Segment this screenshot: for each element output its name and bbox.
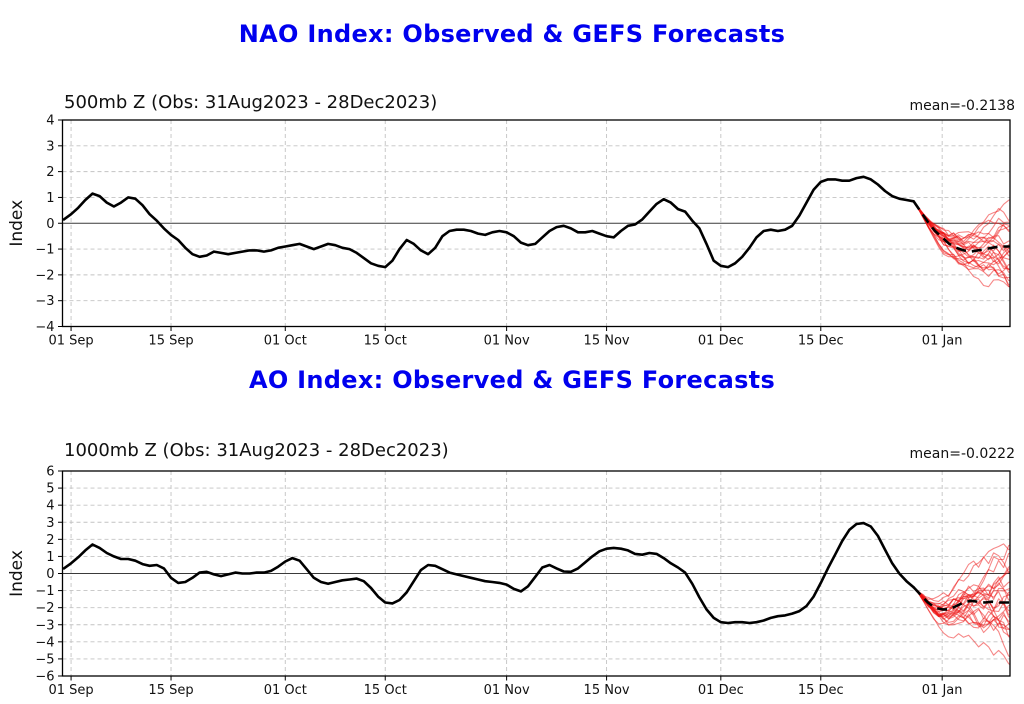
ensemble-mean-line (912, 200, 1010, 253)
x-tick-label: 01 Dec (698, 683, 744, 698)
x-tick-label: 01 Oct (264, 334, 307, 349)
chart-area-0: 01 Sep 15 Sep 01 Oct 15 Oct 01 Nov 15 Nov 01 D… (7, 114, 1011, 349)
y-tick-label: −4 (35, 320, 54, 335)
y-tick-label: 2 (46, 533, 54, 548)
x-tick-label: 15 Sep (148, 683, 193, 698)
ao-chart-title: AO Index: Observed & GEFS Forecasts (248, 366, 776, 394)
x-tick-label: 01 Oct (264, 683, 307, 698)
y-tick-label: −1 (35, 584, 54, 599)
y-tick-label: 0 (46, 567, 54, 582)
y-tick-label: −3 (35, 618, 54, 633)
chart-area-1: 01 Sep 15 Sep 01 Oct 15 Oct 01 Nov 15 Nov 01 D… (7, 465, 1011, 699)
y-tick-label: 4 (46, 499, 54, 514)
x-tick-label: 15 Oct (364, 334, 407, 349)
y-tick-label: 1 (46, 191, 54, 206)
x-tick-label: 01 Dec (698, 334, 744, 349)
x-tick-label: 15 Nov (584, 683, 630, 698)
x-tick-label: 01 Nov (484, 334, 530, 349)
gridlines (62, 471, 1010, 676)
axis-ticks-and-labels: 01 Sep 15 Sep 01 Oct 15 Oct 01 Nov 15 Nov 01 D… (35, 465, 962, 699)
x-tick-label: 01 Jan (922, 334, 963, 349)
y-tick-label: −2 (35, 601, 54, 616)
x-tick-label: 01 Sep (48, 683, 93, 698)
nao-chart-subtitle: 500mb Z (Obs: 31Aug2023 - 28Dec2023) (64, 92, 438, 113)
gridlines (62, 120, 1010, 327)
ensemble-mean-line (912, 586, 1010, 611)
y-tick-label: 3 (46, 139, 54, 154)
ao-ensemble-mean-value: mean=-0.0222 (909, 446, 1015, 462)
y-tick-label: −3 (35, 294, 54, 309)
y-tick-label: −2 (35, 268, 54, 283)
y-tick-label: 4 (46, 114, 54, 129)
x-tick-label: 15 Dec (798, 683, 844, 698)
x-tick-label: 01 Jan (922, 683, 963, 698)
ensemble-member-lines (913, 199, 1010, 288)
y-tick-label: −6 (35, 670, 54, 685)
y-tick-label: 6 (46, 465, 54, 480)
axis-ticks-and-labels: 01 Sep 15 Sep 01 Oct 15 Oct 01 Nov 15 Nov 01 D… (35, 114, 962, 349)
x-tick-label: 15 Dec (798, 334, 844, 349)
y-tick-label: 1 (46, 550, 54, 565)
y-tick-label: −1 (35, 243, 54, 258)
x-tick-label: 01 Sep (48, 334, 93, 349)
x-tick-label: 15 Sep (148, 334, 193, 349)
y-tick-label: 2 (46, 165, 54, 180)
observed-line (62, 175, 915, 269)
y-axis-label: Index (7, 200, 27, 247)
y-tick-label: 5 (46, 482, 54, 497)
nao-ensemble-mean-value: mean=-0.2138 (909, 98, 1015, 114)
y-tick-label: 3 (46, 516, 54, 531)
y-axis-label: Index (7, 550, 27, 597)
x-tick-label: 01 Nov (484, 683, 530, 698)
observed-line (62, 521, 915, 625)
ao-chart-subtitle: 1000mb Z (Obs: 31Aug2023 - 28Dec2023) (64, 440, 449, 461)
x-tick-label: 15 Oct (364, 683, 407, 698)
y-tick-label: −4 (35, 635, 54, 650)
nao-chart-title: NAO Index: Observed & GEFS Forecasts (238, 20, 786, 48)
y-tick-label: 0 (46, 217, 54, 232)
y-tick-label: −5 (35, 652, 54, 667)
x-tick-label: 15 Nov (584, 334, 630, 349)
